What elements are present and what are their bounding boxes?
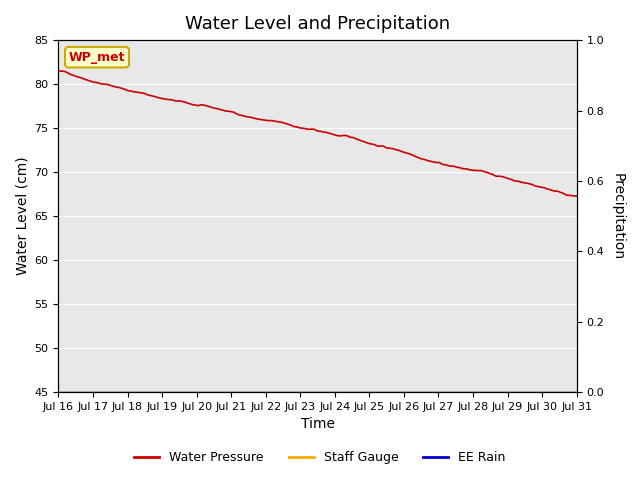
Water Pressure bbox=[257, 117, 264, 122]
Water Pressure bbox=[116, 85, 124, 91]
Water Pressure bbox=[401, 150, 408, 156]
Y-axis label: Precipitation: Precipitation bbox=[611, 172, 625, 260]
Line: Water Pressure: Water Pressure bbox=[58, 71, 577, 196]
Title: Water Level and Precipitation: Water Level and Precipitation bbox=[185, 15, 450, 33]
Water Pressure bbox=[371, 142, 379, 148]
Text: WP_met: WP_met bbox=[68, 51, 125, 64]
Water Pressure bbox=[237, 112, 244, 118]
Water Pressure bbox=[211, 106, 219, 111]
X-axis label: Time: Time bbox=[301, 418, 335, 432]
Water Pressure bbox=[54, 68, 62, 74]
Y-axis label: Water Level (cm): Water Level (cm) bbox=[15, 157, 29, 276]
Water Pressure bbox=[573, 193, 580, 199]
Water Pressure bbox=[55, 68, 63, 74]
Legend: Water Pressure, Staff Gauge, EE Rain: Water Pressure, Staff Gauge, EE Rain bbox=[129, 446, 511, 469]
